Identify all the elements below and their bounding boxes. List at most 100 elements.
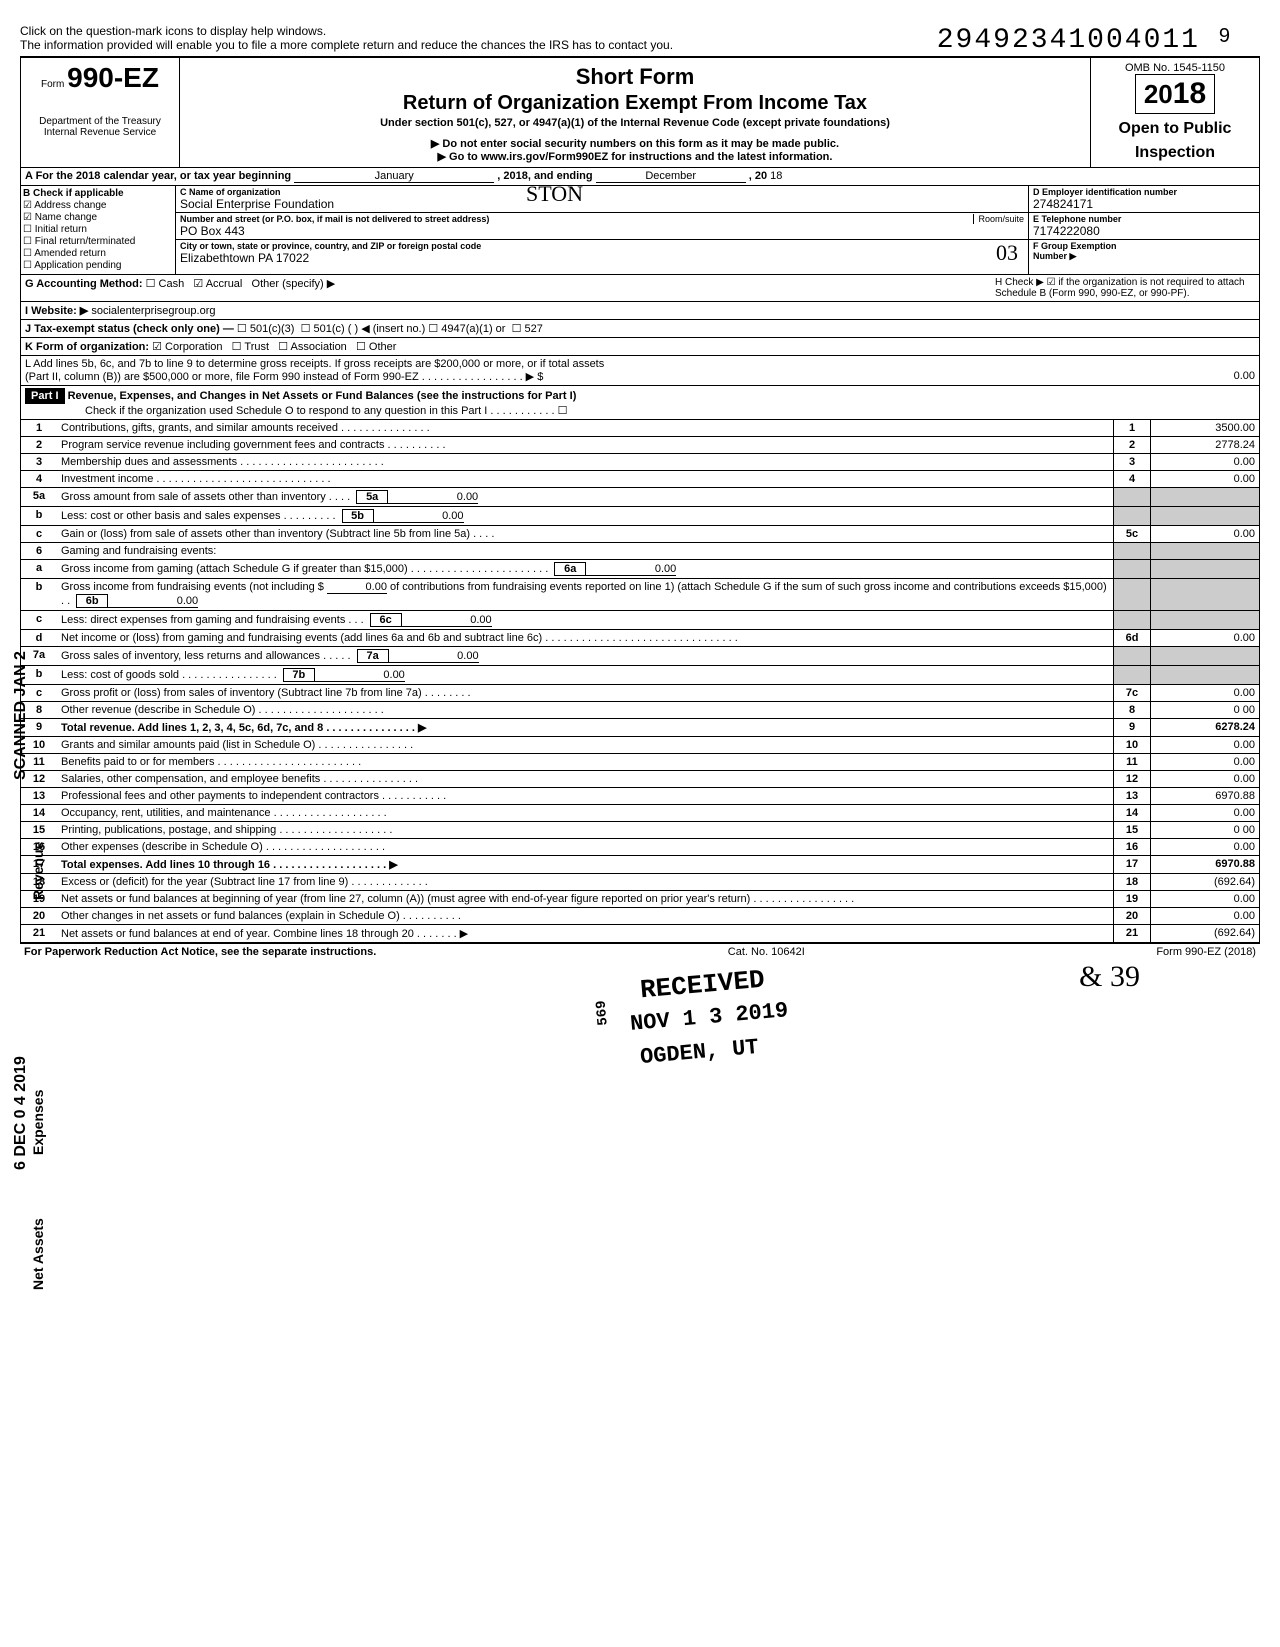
line-7c-box: 7c xyxy=(1114,685,1151,702)
g-label: G Accounting Method: xyxy=(25,278,143,290)
col-c-org: C Name of organization Social Enterprise… xyxy=(176,186,1028,274)
d-label: D Employer identification number xyxy=(1033,187,1255,197)
form-header: Form 990-EZ Department of the Treasury I… xyxy=(20,57,1260,168)
lines-table: 1Contributions, gifts, grants, and simil… xyxy=(20,420,1260,943)
line-2-num: 2 xyxy=(21,437,58,454)
line-17-amt: 6970.88 xyxy=(1151,856,1260,874)
line-7a-samt: 0.00 xyxy=(389,650,479,663)
k-assoc[interactable]: Association xyxy=(291,341,347,353)
open-public-2: Inspection xyxy=(1095,144,1255,162)
j-527[interactable]: 527 xyxy=(525,323,543,335)
line-5b-num: b xyxy=(21,507,58,526)
chk-amended-return[interactable]: Amended return xyxy=(23,248,173,259)
g-accrual[interactable]: Accrual xyxy=(206,278,243,290)
line-10-desc: Grants and similar amounts paid (list in… xyxy=(57,737,1114,754)
col-b-checkboxes: B Check if applicable Address change Nam… xyxy=(21,186,176,274)
tax-year: 20201818 xyxy=(1135,74,1215,114)
line-6b-contrib: 0.00 xyxy=(327,581,387,594)
row-k: K Form of organization: ☑ Corporation ☐ … xyxy=(20,338,1260,356)
chk-initial-return[interactable]: Initial return xyxy=(23,224,173,235)
line-16-box: 16 xyxy=(1114,839,1151,856)
line-6a-samt: 0.00 xyxy=(586,563,676,576)
tax-year-end: December xyxy=(596,170,746,183)
k-trust[interactable]: Trust xyxy=(244,341,269,353)
header-right: OMB No. 1545-1150 20201818 Open to Publi… xyxy=(1091,58,1259,167)
subtitle: Under section 501(c), 527, or 4947(a)(1)… xyxy=(184,117,1086,129)
handwriting-bottom: & 39 xyxy=(20,960,1260,994)
chk-name-change[interactable]: Name change xyxy=(23,212,173,223)
line-6c-samt: 0.00 xyxy=(402,614,492,627)
line-14-box: 14 xyxy=(1114,805,1151,822)
line-10-box: 10 xyxy=(1114,737,1151,754)
g-cash[interactable]: Cash xyxy=(159,278,185,290)
line-10-amt: 0.00 xyxy=(1151,737,1260,754)
line-5c-amt: 0.00 xyxy=(1151,526,1260,543)
line-15-desc: Printing, publications, postage, and shi… xyxy=(57,822,1114,839)
side-net-assets: Net Assets xyxy=(30,1218,46,1290)
row-j: J Tax-exempt status (check only one) — ☐… xyxy=(20,320,1260,338)
line-5a-num: 5a xyxy=(21,488,58,507)
line-3-num: 3 xyxy=(21,454,58,471)
chk-address-change[interactable]: Address change xyxy=(23,200,173,211)
line-13-box: 13 xyxy=(1114,788,1151,805)
line-15-box: 15 xyxy=(1114,822,1151,839)
line-17-desc: Total expenses. Add lines 10 through 16 … xyxy=(57,856,1114,874)
line-6-desc: Gaming and fundraising events: xyxy=(57,543,1114,560)
line-6b-num: b xyxy=(21,579,58,611)
part-1-title: Revenue, Expenses, and Changes in Net As… xyxy=(68,390,577,402)
line-1-amt: 3500.00 xyxy=(1151,420,1260,437)
line-6d-num: d xyxy=(21,630,58,647)
note-url: ▶ Go to www.irs.gov/Form990EZ for instru… xyxy=(184,150,1086,163)
line-11-amt: 0.00 xyxy=(1151,754,1260,771)
chk-application-pending[interactable]: Application pending xyxy=(23,260,173,271)
line-7a-sbox: 7a xyxy=(357,649,389,663)
line-3-desc: Membership dues and assessments . . . . … xyxy=(57,454,1114,471)
line-6d-desc: Net income or (loss) from gaming and fun… xyxy=(57,630,1114,647)
j-501c[interactable]: 501(c) ( xyxy=(314,323,352,335)
line-1-desc: Contributions, gifts, grants, and simila… xyxy=(57,420,1114,437)
title-short-form: Short Form xyxy=(184,64,1086,90)
line-20-box: 20 xyxy=(1114,908,1151,925)
line-6c-desc: Less: direct expenses from gaming and fu… xyxy=(61,614,364,626)
header-center: Short Form Return of Organization Exempt… xyxy=(180,58,1091,167)
line-4-desc: Investment income . . . . . . . . . . . … xyxy=(57,471,1114,488)
dept-label: Department of the Treasury xyxy=(39,116,161,127)
line-16-desc: Other expenses (describe in Schedule O) … xyxy=(57,839,1114,856)
street-label: Number and street (or P.O. box, if mail … xyxy=(180,214,1024,224)
line-14-desc: Occupancy, rent, utilities, and maintena… xyxy=(57,805,1114,822)
col-def: D Employer identification number 2748241… xyxy=(1028,186,1259,274)
line-18-box: 18 xyxy=(1114,874,1151,891)
line-18-desc: Excess or (deficit) for the year (Subtra… xyxy=(57,874,1114,891)
line-7b-desc: Less: cost of goods sold . . . . . . . .… xyxy=(61,669,277,681)
line-21-box: 21 xyxy=(1114,925,1151,943)
line-8-amt: 0 00 xyxy=(1151,702,1260,719)
side-dec: 6 DEC 0 4 2019 xyxy=(12,1056,30,1170)
c-label: C Name of organization xyxy=(180,187,1024,197)
omb-number: OMB No. 1545-1150 xyxy=(1095,62,1255,74)
line-1-num: 1 xyxy=(21,420,58,437)
j-501c3[interactable]: 501(c)(3) xyxy=(250,323,295,335)
line-5b-sbox: 5b xyxy=(342,509,374,523)
line-21-num: 21 xyxy=(21,925,58,943)
footer-mid: Cat. No. 10642I xyxy=(728,946,805,958)
line-4-box: 4 xyxy=(1114,471,1151,488)
g-other[interactable]: Other (specify) ▶ xyxy=(252,278,336,290)
line-1-box: 1 xyxy=(1114,420,1151,437)
row-i: I Website: ▶ socialenterprisegroup.org xyxy=(20,302,1260,320)
f-label2: Number ▶ xyxy=(1033,251,1076,261)
city-label: City or town, state or province, country… xyxy=(180,241,1024,251)
j-4947[interactable]: 4947(a)(1) or xyxy=(441,323,505,335)
side-revenue: Revenue xyxy=(30,842,46,900)
line-6d-box: 6d xyxy=(1114,630,1151,647)
line-6d-amt: 0.00 xyxy=(1151,630,1260,647)
k-other[interactable]: Other xyxy=(369,341,397,353)
l-line1: L Add lines 5b, 6c, and 7b to line 9 to … xyxy=(25,358,604,370)
line-19-amt: 0.00 xyxy=(1151,891,1260,908)
k-corp[interactable]: Corporation xyxy=(165,341,222,353)
line-2-amt: 2778.24 xyxy=(1151,437,1260,454)
title-return: Return of Organization Exempt From Incom… xyxy=(184,92,1086,115)
open-public-1: Open to Public xyxy=(1095,120,1255,138)
note-ssn: ▶ Do not enter social security numbers o… xyxy=(184,137,1086,150)
chk-final-return[interactable]: Final return/terminated xyxy=(23,236,173,247)
k-label: K Form of organization: xyxy=(25,341,149,353)
